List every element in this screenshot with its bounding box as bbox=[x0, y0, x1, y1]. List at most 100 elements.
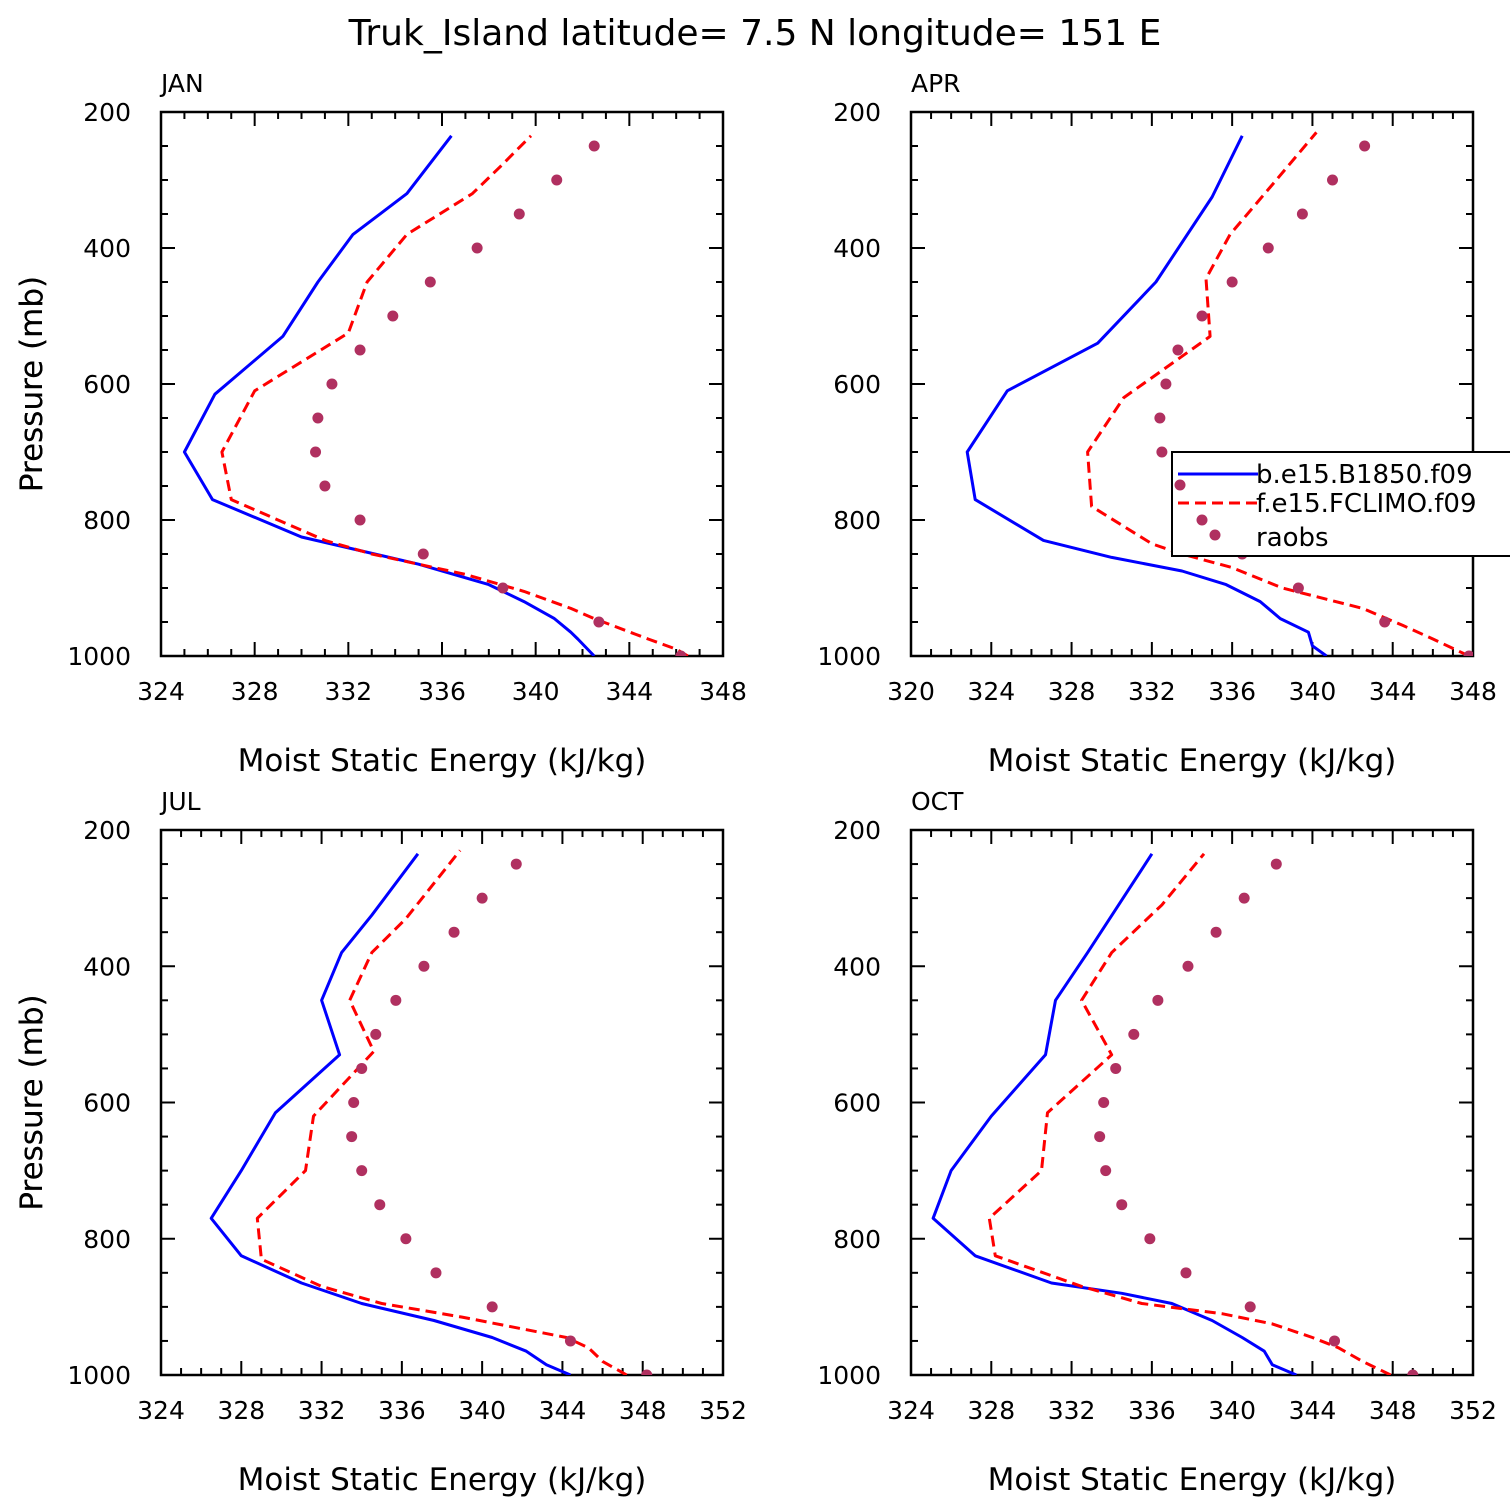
raobs-point bbox=[486, 1301, 498, 1313]
y-tick-label: 800 bbox=[83, 1225, 131, 1254]
raobs-point bbox=[1152, 994, 1164, 1006]
y-axis-label: Pressure (mb) bbox=[14, 994, 50, 1210]
raobs-point bbox=[564, 1335, 576, 1347]
raobs-point bbox=[551, 174, 563, 186]
x-axis-label: Moist Static Energy (kJ/kg) bbox=[238, 1462, 647, 1498]
raobs-point bbox=[418, 960, 430, 972]
x-tick-label: 336 bbox=[1128, 1396, 1176, 1425]
y-tick-label: 600 bbox=[83, 370, 131, 399]
x-tick-label: 340 bbox=[1289, 677, 1337, 706]
raobs-point bbox=[1128, 1028, 1140, 1040]
y-tick-label: 800 bbox=[83, 506, 131, 535]
raobs-point bbox=[1329, 1335, 1341, 1347]
raobs-point bbox=[356, 1165, 368, 1177]
raobs-point bbox=[471, 242, 483, 254]
y-tick-label: 400 bbox=[833, 952, 881, 981]
raobs-point bbox=[430, 1267, 442, 1279]
x-tick-label: 344 bbox=[1369, 677, 1417, 706]
legend-box bbox=[1171, 451, 1510, 557]
y-axis-label: Pressure (mb) bbox=[14, 994, 50, 1210]
y-tick-label: 1000 bbox=[67, 642, 131, 671]
x-tick-label: 324 bbox=[137, 1396, 185, 1425]
panel-label: JAN bbox=[159, 69, 204, 98]
series-line-b-e15-b1850 bbox=[931, 852, 1297, 1375]
raobs-point bbox=[319, 480, 331, 492]
x-axis-label: Moist Static Energy (kJ/kg) bbox=[988, 743, 1397, 779]
panel-jan: JAN 324 328 332 336 340 344 348 200 400 600 800 1000… bbox=[14, 69, 747, 779]
panel-apr: APR 320 324 328 332 336 340 344 348 200 400 600 800 1… bbox=[14, 69, 1510, 779]
raobs-point bbox=[387, 310, 399, 322]
series-line-b-e15-b1850 bbox=[182, 134, 596, 656]
raobs-point bbox=[1100, 1165, 1112, 1177]
raobs-point bbox=[400, 1233, 412, 1245]
x-tick-label: 344 bbox=[1289, 1396, 1337, 1425]
y-tick-label: 600 bbox=[833, 370, 881, 399]
figure-title: Truk_Island latitude= 7.5 N longitude= 1… bbox=[348, 13, 1162, 54]
raobs-point bbox=[1182, 960, 1194, 972]
x-tick-label: 336 bbox=[378, 1396, 426, 1425]
raobs-point bbox=[356, 1062, 368, 1074]
raobs-point bbox=[1292, 582, 1304, 594]
raobs-point bbox=[310, 446, 322, 458]
raobs-point bbox=[1463, 650, 1473, 656]
series-line-f-e15-fclimo bbox=[255, 849, 628, 1375]
legend-entry: raobs bbox=[1256, 523, 1329, 553]
panel-jul: JUL 324 328 332 336 340 344 348 352 200 400 600 800 1… bbox=[14, 787, 747, 1498]
x-tick-label: 340 bbox=[512, 677, 560, 706]
x-tick-label: 328 bbox=[967, 1396, 1015, 1425]
x-tick-label: 324 bbox=[137, 677, 185, 706]
x-tick-label: 348 bbox=[1369, 1396, 1417, 1425]
raobs-point bbox=[497, 582, 509, 594]
panel-oct: OCT 324 328 332 336 340 344 348 352 200 400 600 800 1… bbox=[14, 787, 1497, 1498]
raobs-point bbox=[593, 616, 605, 628]
y-tick-label: 200 bbox=[833, 816, 881, 845]
x-tick-label: 344 bbox=[605, 677, 653, 706]
x-tick-label: 324 bbox=[887, 1396, 935, 1425]
y-tick-label: 400 bbox=[83, 952, 131, 981]
raobs-point bbox=[1210, 926, 1222, 938]
raobs-point bbox=[1094, 1131, 1106, 1143]
x-tick-label: 328 bbox=[231, 677, 279, 706]
x-tick-label: 324 bbox=[967, 677, 1015, 706]
plot-frame bbox=[159, 828, 725, 1377]
raobs-point bbox=[1238, 892, 1250, 904]
raobs-point bbox=[1296, 208, 1308, 220]
raobs-point bbox=[1160, 378, 1172, 390]
raobs-point bbox=[1180, 1267, 1192, 1279]
x-axis-label: Moist Static Energy (kJ/kg) bbox=[988, 1462, 1397, 1498]
raobs-point bbox=[424, 276, 436, 288]
raobs-point bbox=[370, 1028, 382, 1040]
y-tick-label: 1000 bbox=[67, 1361, 131, 1390]
plot-frame bbox=[159, 110, 725, 658]
raobs-point bbox=[312, 412, 324, 424]
raobs-point bbox=[1226, 276, 1238, 288]
raobs-point bbox=[354, 344, 366, 356]
series-line-f-e15-fclimo bbox=[220, 134, 689, 656]
x-tick-label: 340 bbox=[1208, 1396, 1256, 1425]
y-tick-label: 1000 bbox=[817, 1361, 881, 1390]
y-tick-label: 400 bbox=[833, 234, 881, 263]
plot-area bbox=[931, 852, 1419, 1375]
plot-area bbox=[209, 849, 653, 1375]
raobs-point bbox=[1156, 446, 1168, 458]
raobs-point bbox=[510, 858, 522, 870]
raobs-point bbox=[513, 208, 525, 220]
panel-label: JUL bbox=[159, 787, 201, 816]
raobs-point bbox=[1110, 1062, 1122, 1074]
raobs-point bbox=[588, 140, 600, 152]
x-tick-label: 332 bbox=[1048, 1396, 1096, 1425]
x-tick-label: 336 bbox=[418, 677, 466, 706]
y-axis-label: Pressure (mb) bbox=[14, 276, 50, 492]
legend-swatch-raobs bbox=[1174, 479, 1186, 491]
x-tick-label: 340 bbox=[458, 1396, 506, 1425]
legend-entry: b.e15.B1850.f09 bbox=[1256, 460, 1473, 490]
x-tick-label: 348 bbox=[699, 677, 747, 706]
raobs-point bbox=[1327, 174, 1338, 186]
x-tick-label: 328 bbox=[217, 1396, 265, 1425]
legend-swatch-raobs bbox=[1209, 529, 1221, 541]
x-tick-label: 336 bbox=[1208, 677, 1256, 706]
x-tick-label: 332 bbox=[1128, 677, 1176, 706]
legend-entry: f.e15.FCLIMO.f09 bbox=[1256, 489, 1476, 519]
series-line-f-e15-fclimo bbox=[987, 852, 1392, 1375]
